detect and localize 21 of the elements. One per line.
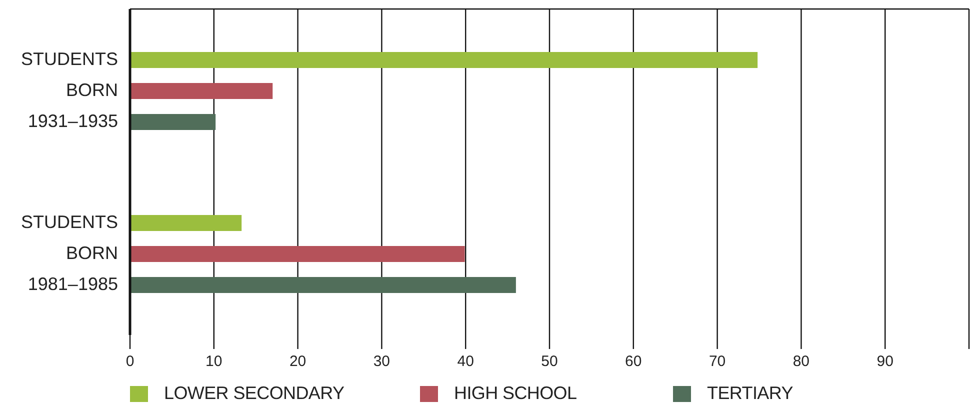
x-tick-label: 50: [541, 353, 558, 370]
x-tick-label: 40: [457, 353, 474, 370]
bar: [130, 114, 216, 130]
x-tick-label: 30: [373, 353, 390, 370]
x-tick-label: 60: [625, 353, 642, 370]
legend-label: HIGH SCHOOL: [454, 383, 577, 404]
bar: [130, 246, 465, 262]
bar: [130, 52, 758, 68]
x-tick-label: 90: [876, 353, 894, 370]
x-tick-label: 80: [792, 353, 810, 370]
bar: [130, 215, 242, 231]
x-tick-label: 0: [126, 353, 134, 370]
y-tick-label: STUDENTS BORN 1931–1935: [20, 48, 118, 131]
bar: [130, 83, 273, 99]
bar: [130, 277, 516, 293]
x-tick-label: 70: [708, 353, 726, 370]
x-tick-label: 20: [289, 353, 306, 370]
legend-label: LOWER SECONDARY: [164, 383, 344, 404]
legend-label: TERTIARY: [707, 383, 793, 404]
x-tick-label: 10: [206, 353, 222, 370]
y-tick-label: STUDENTS BORN 1981–1985: [20, 212, 118, 294]
